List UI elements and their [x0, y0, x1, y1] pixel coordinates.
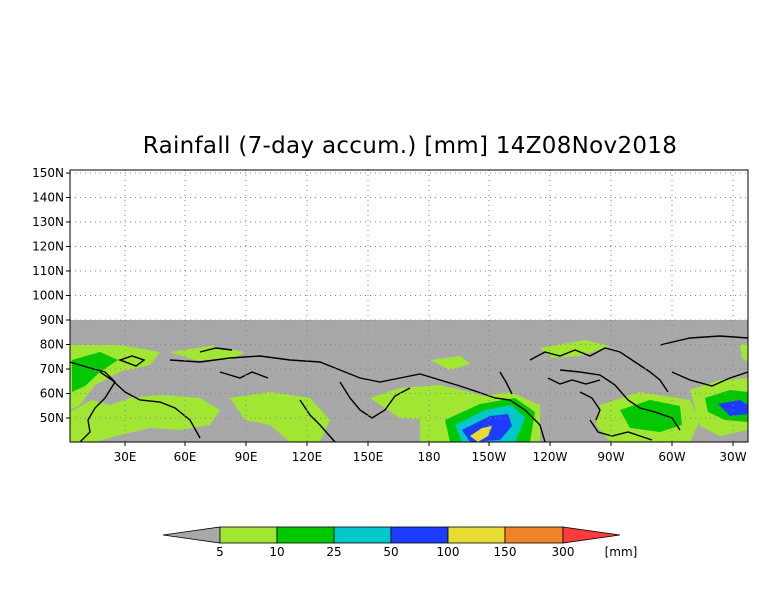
lat-label: 70N [40, 362, 64, 376]
legend-level: 5 [216, 545, 224, 559]
lat-label: 100N [32, 289, 64, 303]
lon-label: 120W [533, 450, 568, 464]
legend-swatch-2 [276, 526, 335, 544]
legend-level: 150 [494, 545, 517, 559]
legend-unit: [mm] [605, 545, 638, 559]
legend-level: 25 [326, 545, 341, 559]
legend-labels: 5 10 25 50 100 150 300 [mm] [216, 545, 637, 559]
legend-swatch-4 [390, 526, 449, 544]
lat-label: 50N [40, 411, 64, 425]
tick-marks [66, 172, 734, 446]
lon-label: 120E [292, 450, 323, 464]
lon-label: 180 [418, 450, 441, 464]
lat-label: 140N [32, 191, 64, 205]
lat-label: 60N [40, 387, 64, 401]
lon-label: 30W [719, 450, 746, 464]
lon-label: 60W [658, 450, 685, 464]
rain-patch-beaufort [430, 356, 470, 370]
legend-swatch-over [562, 526, 621, 544]
page-title: Rainfall (7-day accum.) [mm] 14Z08Nov201… [142, 133, 678, 159]
map-frame [69, 169, 749, 443]
lon-label: 90E [235, 450, 258, 464]
legend-swatch-under [162, 526, 221, 544]
lon-label: 150E [353, 450, 384, 464]
lat-label: 110N [32, 264, 64, 278]
rain-patch-atlantic-east-blue [718, 400, 748, 416]
rain-patch-asia [230, 392, 330, 442]
grid-lines [70, 170, 748, 442]
legend-level: 100 [437, 545, 460, 559]
legend-swatch-1 [219, 526, 278, 544]
map-area [70, 320, 748, 442]
lat-label: 150N [32, 166, 64, 180]
lon-label: 150W [472, 450, 507, 464]
rain-patch-north-america [540, 340, 610, 358]
lon-label: 60E [174, 450, 197, 464]
legend-level: 50 [383, 545, 398, 559]
lat-labels: 150N 140N 130N 120N 110N 100N 90N 80N 70… [32, 166, 64, 425]
lon-label: 90W [597, 450, 624, 464]
legend-level: 10 [269, 545, 284, 559]
legend-swatch-3 [333, 526, 392, 544]
rain-patch-greenland-edge [740, 343, 748, 362]
color-legend [162, 526, 621, 544]
rain-patch-pacific-yellow [470, 426, 492, 442]
legend-level: 300 [552, 545, 575, 559]
lat-label: 90N [40, 313, 64, 327]
lat-label: 120N [32, 240, 64, 254]
lat-label: 80N [40, 338, 64, 352]
rain-patch-great-lakes-inner [620, 400, 682, 432]
legend-swatch-6 [504, 526, 564, 544]
rain-patch-europe-inner [72, 352, 118, 392]
lon-label: 30E [114, 450, 137, 464]
coastlines [70, 335, 748, 442]
lat-label: 130N [32, 215, 64, 229]
legend-swatch-5 [447, 526, 506, 544]
lon-labels: 30E 60E 90E 120E 150E 180 150W 120W 90W … [114, 450, 747, 464]
